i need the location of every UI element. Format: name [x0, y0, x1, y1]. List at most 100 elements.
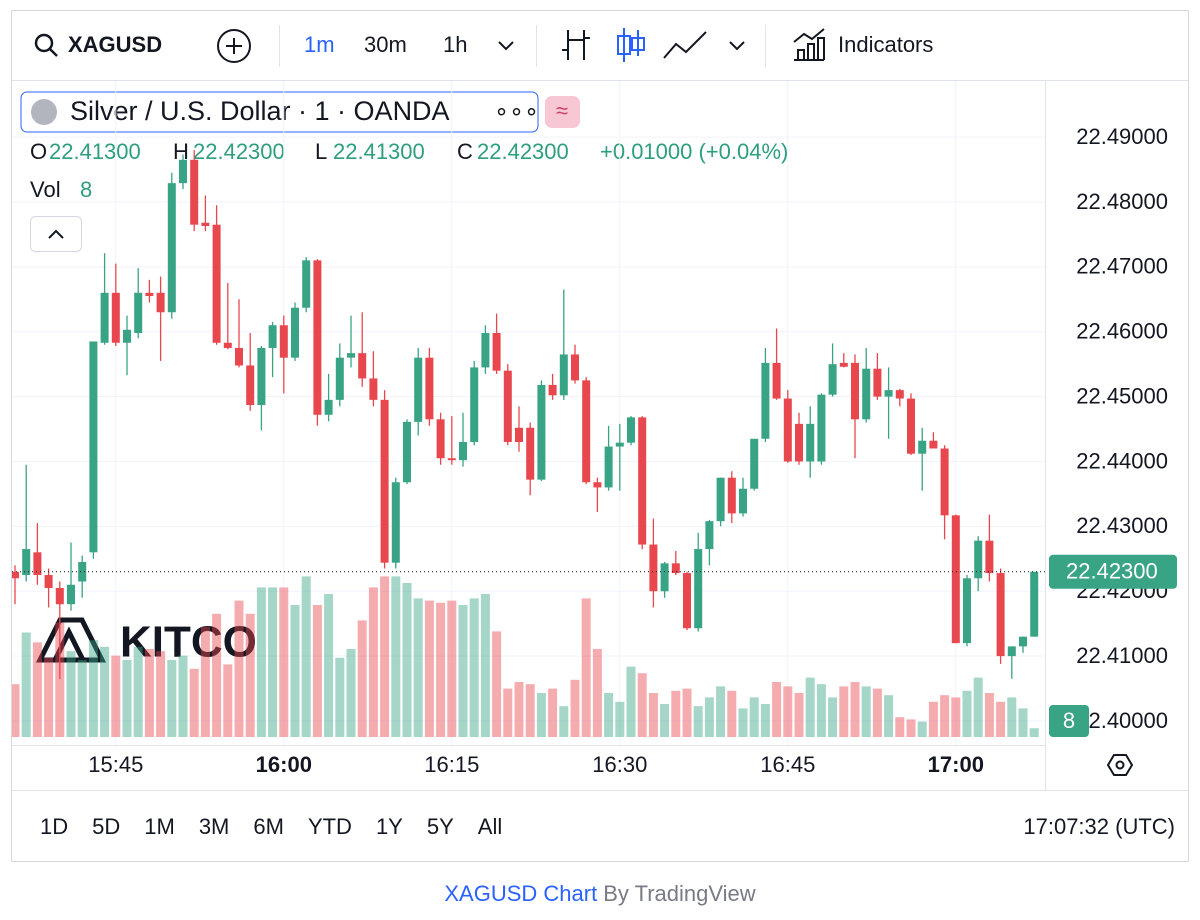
range-button[interactable]: 1M	[144, 814, 175, 839]
candle-body	[660, 563, 669, 592]
volume-bar	[402, 583, 412, 737]
candle-body	[895, 390, 904, 399]
more-button[interactable]: ∘∘∘	[494, 98, 539, 125]
range-button[interactable]: 1D	[40, 814, 68, 839]
candle-body	[78, 562, 87, 582]
candle-body	[291, 307, 299, 358]
volume-bar	[32, 642, 42, 737]
volume-bar	[928, 701, 938, 737]
y-tick-label: 22.40000	[1076, 708, 1168, 733]
volume-bar	[44, 657, 54, 737]
candle-body	[380, 399, 389, 563]
volume-bar	[178, 655, 188, 737]
candle-body	[55, 587, 64, 605]
candle-body	[391, 482, 400, 563]
volume-bar	[760, 704, 770, 737]
candle-body	[996, 573, 1005, 657]
compare-button[interactable]	[217, 29, 251, 63]
volume-bar	[671, 690, 681, 737]
volume-bar	[716, 686, 726, 737]
candle-body	[347, 353, 355, 358]
dropdown[interactable]	[498, 41, 514, 51]
search-icon	[34, 33, 54, 53]
range-button[interactable]: 3M	[199, 814, 230, 839]
volume-bar	[436, 602, 446, 737]
candle-body	[873, 368, 882, 397]
ohlc-value: 22.41300	[333, 139, 425, 164]
y-tick-label: 22.49000	[1076, 124, 1168, 149]
range-button[interactable]: All	[478, 814, 502, 839]
volume-value: 8	[80, 177, 92, 202]
settings-icon[interactable]	[1106, 754, 1134, 776]
candle-body	[268, 325, 277, 348]
volume-bar	[581, 598, 591, 737]
volume-bar	[424, 600, 434, 737]
candle-body	[1019, 636, 1027, 647]
candle-body	[190, 159, 199, 225]
volume-bar	[503, 688, 513, 737]
candles-icon[interactable]	[617, 28, 645, 62]
volume-bar	[772, 682, 782, 737]
candle-body	[167, 183, 176, 313]
candle-body	[179, 159, 187, 184]
range-button[interactable]: 1Y	[376, 814, 403, 839]
candle-body	[739, 488, 747, 514]
range-button[interactable]: 5Y	[427, 814, 454, 839]
volume-bar	[884, 695, 894, 737]
candle-body	[324, 399, 333, 415]
candle-body	[100, 292, 109, 343]
volume-bar	[100, 646, 110, 737]
volume-bar	[357, 620, 367, 737]
legend-box[interactable]	[20, 91, 539, 133]
candle-body	[907, 398, 915, 454]
candle-body	[44, 575, 53, 588]
delay-badge[interactable]	[545, 96, 580, 128]
volume-bar	[391, 576, 401, 737]
volume-bar	[783, 686, 793, 737]
plot: KITCO	[12, 81, 1045, 745]
volume-tag	[1049, 705, 1089, 737]
volume-bar	[167, 660, 177, 737]
volume-bar	[212, 613, 222, 737]
candle-body	[694, 549, 703, 629]
volume-bar	[290, 605, 300, 737]
candle-body	[335, 357, 344, 400]
collapse-button[interactable]	[30, 216, 82, 252]
y-tick-label: 22.41000	[1076, 643, 1168, 668]
legend-title: Silver / U.S. Dollar · 1 · OANDA	[70, 96, 450, 126]
interval[interactable]: 30m	[364, 32, 407, 57]
range-button[interactable]: 6M	[253, 814, 284, 839]
indicators-button[interactable]: Indicators	[838, 32, 933, 57]
candle-body	[761, 362, 770, 439]
area-icon[interactable]	[663, 31, 707, 59]
candle-body	[795, 423, 803, 462]
settings-icon	[1115, 760, 1125, 770]
volume-bar	[1007, 697, 1017, 737]
x-tick-label: 16:30	[592, 752, 647, 777]
volume-bar	[738, 708, 748, 737]
candle-body	[470, 367, 479, 443]
volume-bar	[973, 677, 983, 737]
interval[interactable]: 1h	[443, 32, 467, 57]
bars-icon[interactable]	[562, 30, 590, 60]
volume-bar	[749, 697, 759, 737]
volume-bar	[828, 697, 838, 737]
range-button[interactable]: YTD	[308, 814, 352, 839]
interval[interactable]: 1m	[304, 32, 335, 57]
candle-body	[851, 362, 859, 420]
x-tick-label: 16:15	[424, 752, 479, 777]
volume-bar	[480, 594, 490, 737]
candle-body	[123, 329, 131, 343]
candle-body	[414, 357, 423, 422]
candle-body	[526, 427, 535, 480]
range-button[interactable]: 5D	[92, 814, 120, 839]
candle-body	[358, 353, 367, 379]
dropdown[interactable]	[729, 41, 745, 51]
symbol-search[interactable]: XAGUSD	[34, 32, 162, 57]
volume-bar	[704, 697, 714, 737]
volume-bar	[458, 605, 468, 737]
footer-link[interactable]: XAGUSD Chart	[444, 881, 597, 906]
volume-bar	[447, 600, 457, 737]
indicators-icon[interactable]	[793, 28, 825, 61]
volume-bar	[380, 576, 390, 737]
